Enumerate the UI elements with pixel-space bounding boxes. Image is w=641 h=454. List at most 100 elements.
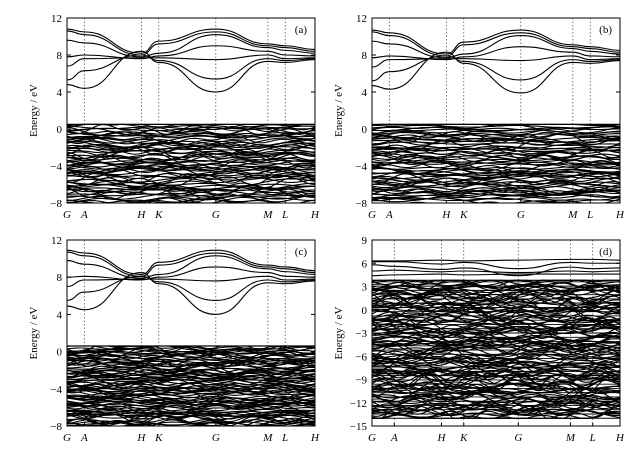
valence-band-line xyxy=(67,411,315,420)
conduction-band-line xyxy=(372,55,620,82)
valence-band-line xyxy=(372,165,620,174)
conduction-band-line xyxy=(67,54,315,81)
plot-frame xyxy=(371,17,621,204)
valence-band-line xyxy=(372,365,620,375)
y-tick-label: −4 xyxy=(355,161,367,173)
valence-band-line xyxy=(67,373,315,382)
valence-band-line xyxy=(67,420,315,426)
valence-band-line xyxy=(67,345,315,351)
valence-band-line xyxy=(67,159,315,167)
valence-band-line xyxy=(67,131,315,140)
conduction-band-line xyxy=(372,55,620,68)
kpoint-label: G xyxy=(517,209,525,221)
valence-band-line xyxy=(372,320,620,334)
valence-band-line xyxy=(67,178,315,187)
kpoint-label: H xyxy=(136,209,146,221)
conduction-band-line xyxy=(67,50,315,93)
valence-band-line xyxy=(67,182,315,191)
valence-band-line xyxy=(67,135,315,144)
y-tick-label: 9 xyxy=(362,235,368,247)
conduction-band-line xyxy=(67,251,315,277)
valence-band-line xyxy=(67,395,315,404)
kpoint-label: H xyxy=(615,432,625,444)
y-tick-label: 8 xyxy=(362,50,368,62)
y-axis-title: Energy / eV xyxy=(333,84,345,137)
plot-area xyxy=(372,240,620,426)
conduction-band-line xyxy=(67,249,315,275)
valence-band-line xyxy=(67,137,315,149)
valence-band-line xyxy=(372,196,620,202)
y-tick-label: 12 xyxy=(51,235,62,247)
valence-band-line xyxy=(372,304,620,323)
kpoint-label: A xyxy=(390,432,398,444)
valence-band-line xyxy=(67,162,315,170)
valence-band-line xyxy=(372,194,620,201)
valence-band-line xyxy=(372,192,620,198)
conduction-band-line xyxy=(67,54,315,67)
panel-label: (a) xyxy=(295,24,308,36)
kpoint-label: K xyxy=(154,209,163,221)
valence-band-line xyxy=(67,391,315,404)
y-tick-label: −9 xyxy=(355,375,367,387)
conduction-band-line xyxy=(372,29,620,55)
kpoint-label: M xyxy=(565,432,576,444)
kpoint-label: G xyxy=(514,432,522,444)
valence-band-line xyxy=(67,367,315,377)
kpoint-label: M xyxy=(262,432,273,444)
valence-band-line xyxy=(67,193,315,198)
valence-band-line xyxy=(67,354,315,362)
conduction-band-line xyxy=(372,269,620,274)
y-tick-label: −8 xyxy=(355,198,367,210)
valence-band-line xyxy=(372,360,620,377)
kpoint-label: G xyxy=(212,432,220,444)
y-axis-title: Energy / eV xyxy=(28,84,40,137)
conduction-band-line xyxy=(67,275,315,302)
kpoint-label: H xyxy=(615,209,625,221)
conduction-band-line xyxy=(372,31,620,57)
valence-band-line xyxy=(67,350,315,363)
y-tick-label: 0 xyxy=(57,124,63,136)
valence-band-line xyxy=(372,401,620,416)
kpoint-label: K xyxy=(459,209,468,221)
valence-band-line xyxy=(372,132,620,144)
valence-band-line xyxy=(67,387,315,393)
kpoint-label: L xyxy=(589,432,596,444)
kpoint-label: M xyxy=(262,209,273,221)
valence-band-line xyxy=(372,380,620,393)
valence-band-line xyxy=(67,137,315,146)
kpoint-label: G xyxy=(63,209,71,221)
y-tick-label: −4 xyxy=(50,161,62,173)
valence-band-line xyxy=(67,139,315,151)
conduction-band-line xyxy=(67,34,315,58)
y-tick-label: −15 xyxy=(350,421,368,433)
valence-band-line xyxy=(372,179,620,188)
kpoint-label: A xyxy=(385,209,393,221)
valence-band-line xyxy=(67,347,315,355)
valence-band-line xyxy=(67,172,315,186)
conduction-band-line xyxy=(372,46,620,61)
valence-band-line xyxy=(67,353,315,365)
panel-4: −15 −12 −9 −6 −3 0 3 6 9 G A H K G M L H Energy / eV (d) xyxy=(333,235,625,444)
conduction-band-line xyxy=(67,266,315,281)
plot-area xyxy=(67,18,315,203)
valence-band-line xyxy=(372,313,620,324)
valence-band-line xyxy=(372,320,620,339)
kpoint-label: L xyxy=(281,209,288,221)
kpoint-label: A xyxy=(80,209,88,221)
kpoint-label: H xyxy=(136,432,146,444)
valence-band-line xyxy=(372,160,620,173)
kpoint-label: G xyxy=(212,209,220,221)
valence-band-line xyxy=(372,136,620,141)
kpoint-label: G xyxy=(368,209,376,221)
kpoint-label: H xyxy=(441,209,451,221)
kpoint-label: H xyxy=(310,209,320,221)
valence-band-line xyxy=(67,370,315,381)
kpoint-label: M xyxy=(567,209,578,221)
y-tick-label: −6 xyxy=(355,351,367,363)
conduction-band-line xyxy=(67,271,315,315)
valence-band-line xyxy=(372,127,620,137)
plot-frame xyxy=(66,239,316,427)
y-axis-title: Energy / eV xyxy=(333,306,345,359)
